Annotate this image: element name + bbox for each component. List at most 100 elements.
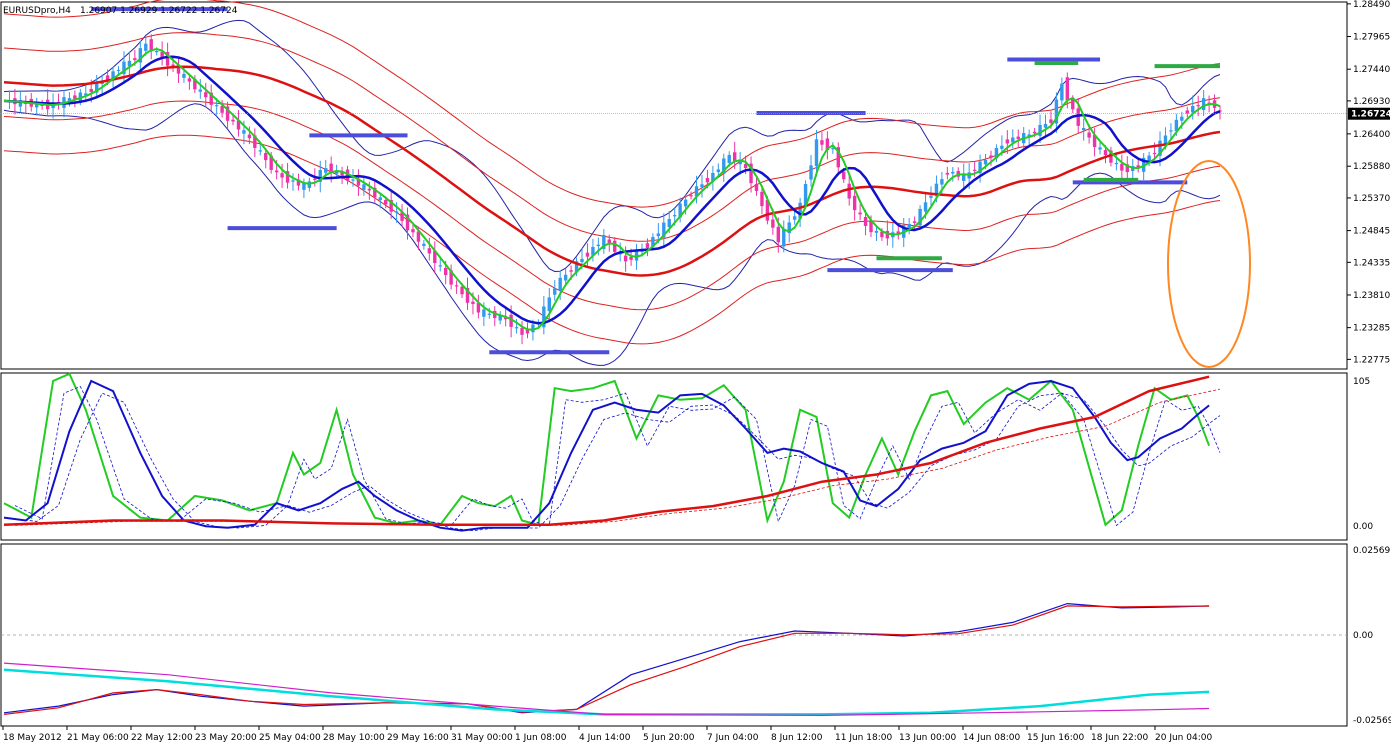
candle-body bbox=[204, 92, 208, 98]
candle-body bbox=[193, 78, 197, 90]
candle-body bbox=[673, 215, 677, 217]
candle-body bbox=[591, 246, 595, 256]
candle-body bbox=[896, 231, 900, 234]
candle-body bbox=[716, 169, 721, 173]
candle-body bbox=[814, 139, 819, 167]
candle bbox=[138, 41, 143, 72]
candle-body bbox=[334, 170, 339, 174]
candle bbox=[831, 142, 835, 154]
candle bbox=[1065, 72, 1070, 109]
stochastic-oscillator bbox=[3, 372, 1221, 532]
candle-body bbox=[1065, 77, 1070, 101]
candle bbox=[1136, 159, 1140, 173]
candle bbox=[449, 264, 453, 290]
candle bbox=[94, 74, 99, 99]
candle bbox=[1185, 106, 1189, 118]
candle bbox=[231, 115, 235, 126]
candle-body bbox=[324, 168, 328, 173]
candle-body bbox=[362, 184, 366, 190]
candle-body bbox=[1136, 165, 1140, 168]
candle bbox=[1114, 152, 1119, 171]
candle-body bbox=[694, 186, 699, 197]
candle bbox=[187, 73, 192, 90]
candle bbox=[738, 151, 742, 175]
current-price-badge bbox=[1348, 107, 1390, 120]
candle-body bbox=[874, 230, 879, 233]
candle bbox=[711, 165, 715, 191]
candle bbox=[596, 237, 601, 256]
candle-body bbox=[645, 243, 650, 248]
moving-averages bbox=[3, 47, 1221, 331]
candle-body bbox=[689, 195, 693, 197]
candle-body bbox=[651, 237, 655, 247]
candle-body bbox=[384, 200, 388, 205]
candle-body bbox=[1103, 150, 1108, 156]
candle-body bbox=[542, 306, 546, 328]
time-tick-label: 23 May 20:00 bbox=[195, 733, 257, 743]
oscillator-line bbox=[3, 379, 1210, 532]
price-axes: 1.28490 1.27965 1.27440 1.26930 1.26400 1.258… bbox=[1347, 0, 1391, 726]
candle-body bbox=[280, 173, 284, 178]
mid-moving-average bbox=[3, 55, 1221, 325]
fast-moving-average bbox=[3, 47, 1221, 331]
candle bbox=[1098, 141, 1102, 155]
candle-body bbox=[858, 212, 862, 215]
candle bbox=[389, 189, 393, 219]
candle bbox=[111, 66, 115, 88]
candle-body bbox=[198, 89, 203, 92]
candle-body bbox=[1174, 119, 1179, 132]
candle-body bbox=[722, 158, 726, 174]
candle-body bbox=[487, 313, 492, 315]
candle-body bbox=[574, 261, 579, 273]
candle-body bbox=[165, 52, 170, 66]
candle-body bbox=[296, 179, 301, 186]
candle-body bbox=[743, 163, 748, 169]
oscillator-signal-line bbox=[14, 385, 1221, 527]
candle-body bbox=[623, 255, 628, 262]
candle bbox=[220, 100, 224, 118]
candle bbox=[520, 320, 524, 345]
candle-body bbox=[787, 222, 791, 234]
candle-body bbox=[1125, 164, 1130, 173]
candle-body bbox=[514, 327, 519, 329]
candle-body bbox=[247, 134, 252, 139]
price-tick-label: 1.23810 bbox=[1353, 291, 1390, 301]
candle bbox=[400, 204, 404, 227]
candle-body bbox=[285, 171, 290, 183]
envelope-upper-inner bbox=[3, 32, 1221, 242]
candle bbox=[689, 191, 693, 200]
candle-body bbox=[836, 147, 840, 168]
candle-body bbox=[547, 297, 551, 312]
candle-body bbox=[1071, 98, 1075, 110]
candle bbox=[149, 34, 153, 60]
time-tick-label: 14 Jun 08:00 bbox=[963, 733, 1020, 743]
candle-body bbox=[760, 191, 764, 207]
candle bbox=[411, 223, 415, 238]
candle-body bbox=[934, 183, 939, 197]
candle-body bbox=[313, 178, 317, 180]
candle-body bbox=[138, 48, 143, 63]
candle bbox=[127, 51, 132, 77]
candle-body bbox=[782, 228, 786, 247]
candle-body bbox=[389, 200, 393, 212]
price-tick-label: 1.27440 bbox=[1353, 65, 1390, 75]
candle-body bbox=[525, 328, 530, 334]
candle bbox=[433, 241, 437, 274]
candle-body bbox=[373, 187, 377, 198]
candle bbox=[716, 163, 721, 177]
candle-body bbox=[607, 239, 611, 244]
candle-body bbox=[154, 50, 159, 53]
macd-tick-label: 0.00 bbox=[1353, 631, 1373, 641]
macd-line bbox=[3, 602, 1210, 714]
oscillator-tick-label: 0.00 bbox=[1353, 522, 1373, 532]
candle-body bbox=[765, 199, 770, 221]
candle bbox=[525, 322, 530, 339]
candle-body bbox=[978, 161, 982, 174]
candle bbox=[198, 79, 203, 99]
candle-body bbox=[831, 148, 835, 150]
candle-body bbox=[253, 135, 257, 148]
macd-line bbox=[3, 662, 1210, 717]
oscillator-signal-line bbox=[14, 388, 1221, 526]
